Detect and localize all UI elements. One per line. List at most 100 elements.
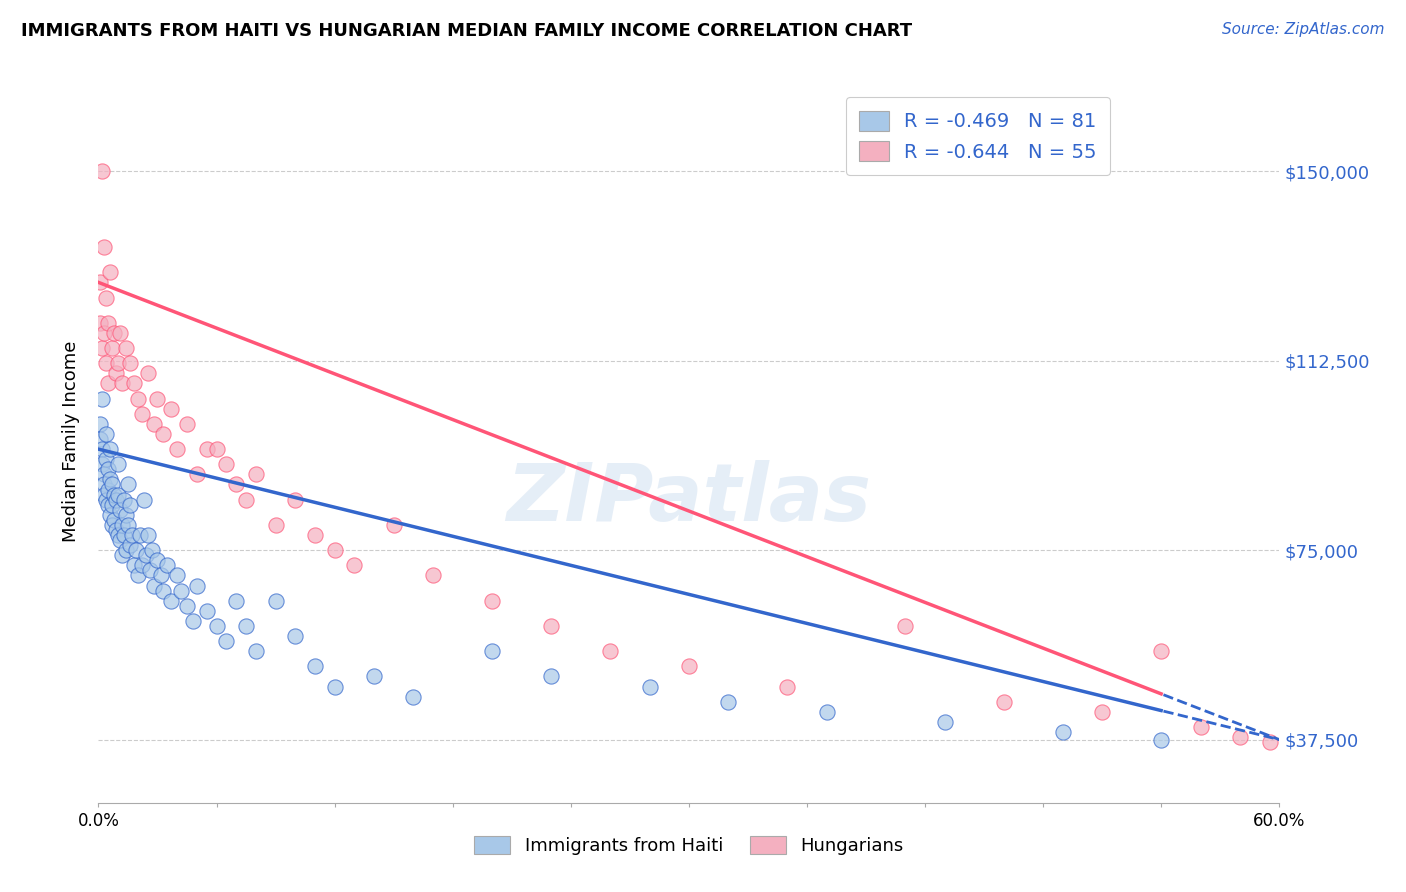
Point — [638, 680, 661, 694]
Point — [382, 517, 405, 532]
Point — [101, 498, 124, 512]
Point — [103, 487, 125, 501]
Point — [142, 417, 165, 431]
Point — [678, 659, 700, 673]
Point — [103, 326, 125, 340]
Point — [160, 401, 183, 416]
Point — [540, 669, 562, 683]
Point — [93, 467, 115, 482]
Point — [264, 517, 287, 532]
Point — [186, 578, 208, 592]
Point — [146, 392, 169, 406]
Point — [122, 558, 145, 573]
Point — [1150, 732, 1173, 747]
Point — [91, 442, 114, 456]
Point — [91, 341, 114, 355]
Point — [343, 558, 366, 573]
Point — [89, 432, 111, 446]
Point — [115, 341, 138, 355]
Point — [131, 407, 153, 421]
Point — [1229, 730, 1251, 744]
Point — [141, 543, 163, 558]
Point — [225, 593, 247, 607]
Point — [115, 508, 138, 522]
Point — [103, 513, 125, 527]
Point — [98, 508, 121, 522]
Point — [142, 578, 165, 592]
Point — [128, 528, 150, 542]
Point — [107, 356, 129, 370]
Point — [96, 356, 118, 370]
Point — [166, 442, 188, 456]
Point — [117, 517, 139, 532]
Point — [136, 528, 159, 542]
Point — [96, 492, 118, 507]
Point — [1052, 725, 1074, 739]
Point — [245, 467, 267, 482]
Point — [89, 417, 111, 431]
Point — [481, 593, 503, 607]
Point — [152, 427, 174, 442]
Point — [225, 477, 247, 491]
Point — [284, 492, 307, 507]
Point — [934, 714, 956, 729]
Point — [125, 543, 148, 558]
Point — [1091, 705, 1114, 719]
Point — [815, 705, 838, 719]
Point — [235, 619, 257, 633]
Point — [97, 316, 120, 330]
Point — [205, 442, 228, 456]
Point — [118, 498, 141, 512]
Point — [98, 265, 121, 279]
Point — [97, 462, 120, 476]
Point — [993, 695, 1015, 709]
Text: ZIPatlas: ZIPatlas — [506, 460, 872, 539]
Point — [152, 583, 174, 598]
Point — [150, 568, 173, 582]
Point — [112, 492, 135, 507]
Point — [156, 558, 179, 573]
Point — [93, 487, 115, 501]
Point — [776, 680, 799, 694]
Point — [105, 492, 128, 507]
Point — [108, 533, 131, 547]
Point — [363, 669, 385, 683]
Point — [717, 695, 740, 709]
Point — [304, 528, 326, 542]
Point — [264, 593, 287, 607]
Point — [136, 367, 159, 381]
Point — [205, 619, 228, 633]
Point — [170, 583, 193, 598]
Point — [215, 457, 238, 471]
Point — [108, 326, 131, 340]
Point — [122, 376, 145, 391]
Point — [96, 452, 118, 467]
Point — [894, 619, 917, 633]
Point — [1258, 735, 1281, 749]
Point — [112, 528, 135, 542]
Point — [96, 291, 118, 305]
Point — [127, 392, 149, 406]
Point — [118, 538, 141, 552]
Point — [89, 276, 111, 290]
Point — [422, 568, 444, 582]
Point — [540, 619, 562, 633]
Point — [111, 548, 134, 562]
Point — [91, 392, 114, 406]
Point — [195, 604, 218, 618]
Point — [105, 523, 128, 537]
Point — [115, 543, 138, 558]
Legend: Immigrants from Haiti, Hungarians: Immigrants from Haiti, Hungarians — [463, 825, 915, 866]
Point — [107, 487, 129, 501]
Text: Source: ZipAtlas.com: Source: ZipAtlas.com — [1222, 22, 1385, 37]
Point — [181, 614, 204, 628]
Point — [1189, 720, 1212, 734]
Point — [132, 492, 155, 507]
Point — [101, 341, 124, 355]
Point — [117, 477, 139, 491]
Point — [97, 376, 120, 391]
Point — [195, 442, 218, 456]
Point — [481, 644, 503, 658]
Point — [97, 483, 120, 497]
Point — [304, 659, 326, 673]
